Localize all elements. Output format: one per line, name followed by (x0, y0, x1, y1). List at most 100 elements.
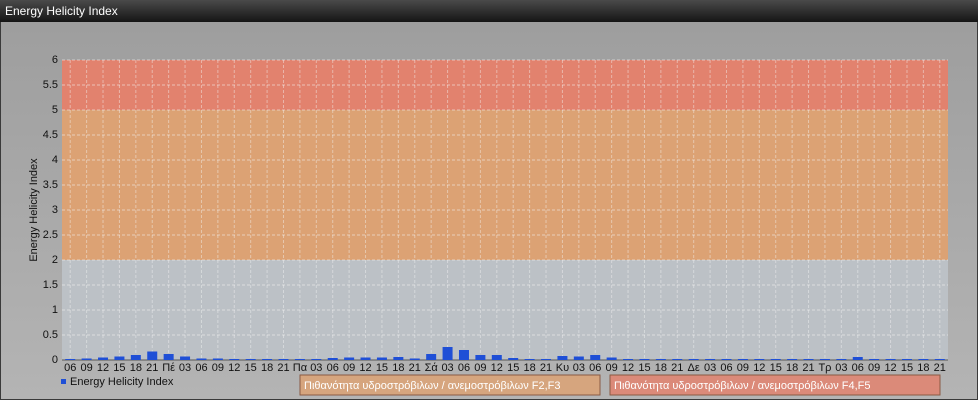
x-tick-label: 03 (835, 362, 847, 374)
bar (590, 355, 601, 360)
bar (573, 356, 584, 360)
x-tick-label: 03 (573, 362, 585, 374)
x-tick-label: 15 (770, 362, 782, 374)
x-tick-label: 18 (261, 362, 273, 374)
bar (737, 359, 748, 360)
bar (327, 358, 338, 360)
x-tick-label: 21 (540, 362, 552, 374)
x-tick-label: 12 (97, 362, 109, 374)
x-tick-label: 18 (523, 362, 535, 374)
x-tick-label: Τρ (818, 362, 831, 374)
x-tick-label: 09 (737, 362, 749, 374)
bar (672, 359, 683, 360)
bar (376, 357, 387, 360)
bar (344, 357, 355, 360)
x-tick-label: 15 (638, 362, 650, 374)
bar (98, 357, 109, 360)
bar (623, 359, 634, 360)
bar (655, 359, 666, 360)
x-tick-label: 09 (80, 362, 92, 374)
bar (803, 359, 814, 360)
x-tick-label: 15 (113, 362, 125, 374)
bar (278, 359, 289, 360)
x-tick-label: 21 (146, 362, 158, 374)
bar (458, 350, 469, 360)
x-tick-label: 09 (868, 362, 880, 374)
band-legend-box (609, 374, 941, 396)
x-tick-label: Σά (425, 362, 439, 374)
y-tick-label: 3 (52, 204, 58, 216)
bar (130, 355, 141, 360)
bar (229, 359, 240, 360)
y-tick-label: 1.5 (43, 279, 58, 291)
x-tick-label: Πα (293, 362, 308, 374)
x-tick-label: 18 (392, 362, 404, 374)
legend-swatch (61, 379, 66, 384)
header (0, 0, 978, 22)
bar (491, 355, 502, 360)
y-axis-label: Energy Helicity Index (28, 158, 40, 262)
bar (639, 359, 650, 360)
x-tick-label: 09 (474, 362, 486, 374)
x-tick-label: 12 (622, 362, 634, 374)
bar (819, 359, 830, 360)
bar (918, 359, 929, 360)
bar (885, 359, 896, 360)
x-tick-label: 21 (934, 362, 946, 374)
bar (688, 359, 699, 360)
bar (787, 359, 798, 360)
y-tick-label: 5 (52, 104, 58, 116)
bar (557, 356, 568, 360)
x-tick-label: 06 (589, 362, 601, 374)
bar (163, 354, 174, 360)
bar (147, 351, 158, 360)
y-tick-label: 6 (52, 54, 58, 66)
x-tick-label: 06 (327, 362, 339, 374)
bar (852, 357, 863, 360)
bar (721, 359, 732, 360)
bar (869, 359, 880, 360)
bar (770, 359, 781, 360)
x-tick-label: 09 (606, 362, 618, 374)
bar (442, 347, 453, 360)
bar (360, 357, 371, 360)
bar (754, 359, 765, 360)
bar (705, 359, 716, 360)
x-tick-label: 21 (671, 362, 683, 374)
x-tick-label: 18 (130, 362, 142, 374)
bar (409, 358, 420, 360)
bar (393, 357, 404, 360)
x-tick-label: 06 (458, 362, 470, 374)
bar (901, 359, 912, 360)
x-tick-label: 12 (359, 362, 371, 374)
x-tick-label: 15 (901, 362, 913, 374)
x-tick-label: 06 (720, 362, 732, 374)
bar (262, 359, 273, 360)
bar (245, 359, 256, 360)
y-tick-label: 5.5 (43, 79, 58, 91)
legend-label: Energy Helicity Index (70, 376, 174, 388)
bar (294, 359, 305, 360)
bar (180, 356, 191, 360)
x-tick-label: Δε (688, 362, 700, 374)
x-tick-label: 15 (245, 362, 257, 374)
bar (508, 358, 519, 360)
band-legend-box (299, 374, 601, 396)
y-tick-label: 3.5 (43, 179, 58, 191)
x-tick-label: 06 (195, 362, 207, 374)
x-tick-label: 12 (491, 362, 503, 374)
x-tick-label: 21 (802, 362, 814, 374)
x-tick-label: 21 (409, 362, 421, 374)
y-tick-label: 0.5 (43, 329, 58, 341)
x-tick-label: 21 (277, 362, 289, 374)
x-tick-label: Πέ (162, 362, 175, 374)
header-title: Energy Helicity Index (5, 4, 118, 18)
band-legend-label: Πιθανότητα υδροστρόβιλων / ανεμοστρόβιλω… (614, 380, 871, 392)
x-tick-label: 03 (441, 362, 453, 374)
bar (114, 356, 125, 360)
x-tick-label: 09 (212, 362, 224, 374)
x-tick-label: 06 (852, 362, 864, 374)
y-tick-label: 1 (52, 304, 58, 316)
